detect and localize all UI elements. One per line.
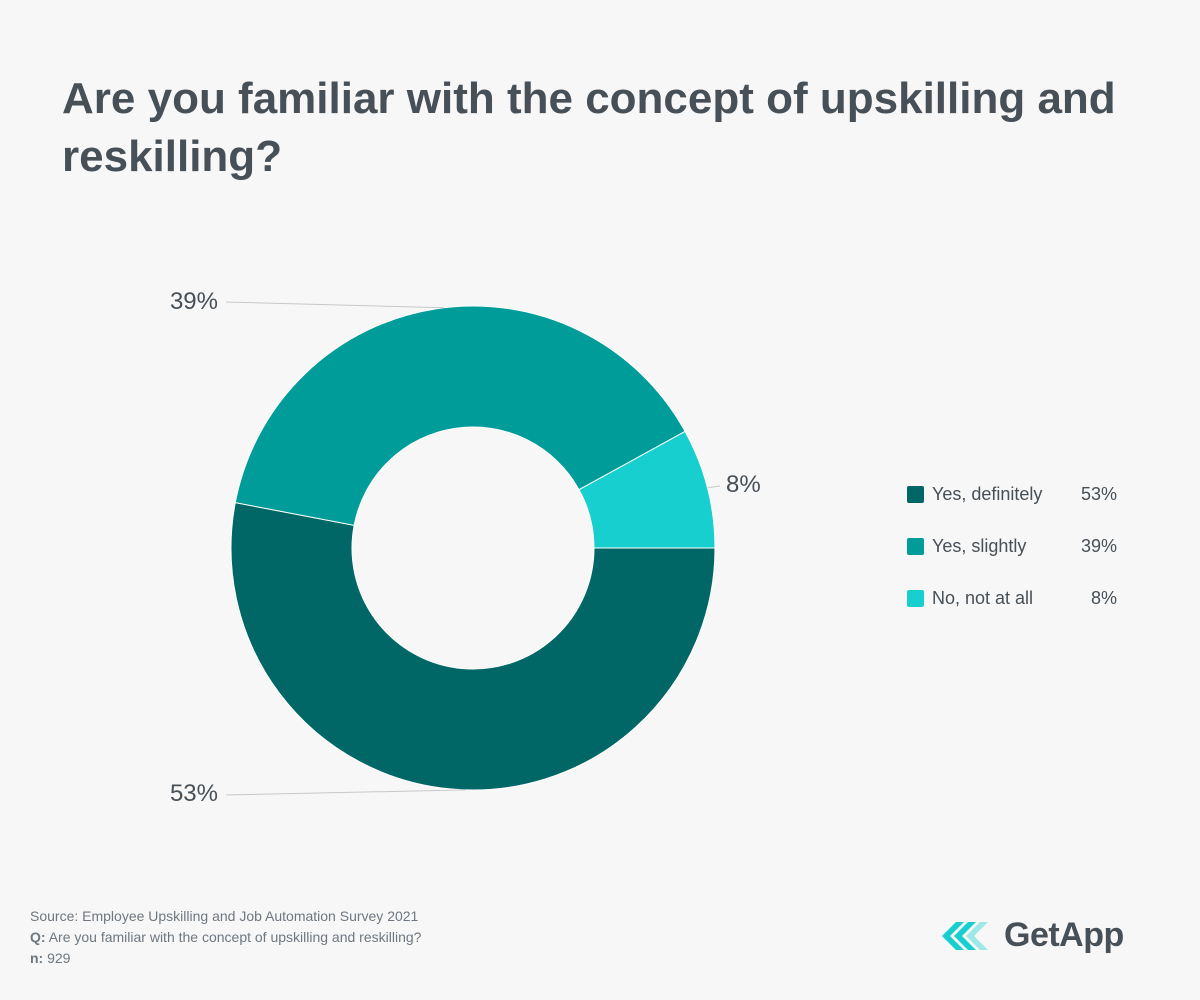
legend-value: 39%	[1080, 535, 1117, 556]
getapp-chevrons-icon	[942, 921, 988, 950]
getapp-logo-text: GetApp	[1004, 916, 1124, 954]
legend-item-yes-slightly: Yes, slightly 39%	[907, 532, 1117, 560]
source-line: Source: Employee Upskilling and Job Auto…	[30, 906, 421, 927]
question-text: Are you familiar with the concept of ups…	[48, 929, 422, 945]
getapp-logo: GetApp	[942, 916, 1124, 955]
legend-value: 53%	[1080, 483, 1117, 504]
leader-line	[225, 789, 466, 796]
sample-size-label: n:	[30, 950, 44, 966]
source-text: Employee Upskilling and Job Automation S…	[82, 908, 419, 924]
donut-chart: 53% 39% 8%	[170, 288, 761, 807]
leader-line	[225, 301, 445, 309]
legend-swatch	[907, 485, 924, 503]
donut-slice-yes-slightly	[234, 305, 686, 526]
legend-label: Yes, definitely	[932, 483, 1043, 504]
source-label: Source:	[30, 908, 79, 924]
legend-swatch	[907, 537, 924, 555]
leader-line	[707, 485, 721, 489]
legend-label: No, not at all	[932, 587, 1034, 608]
chart-title: Are you familiar with the concept of ups…	[62, 74, 1116, 181]
legend-label: Yes, slightly	[932, 535, 1027, 556]
data-label: 53%	[170, 780, 218, 807]
legend-item-no-not-at-all: No, not at all 8%	[907, 584, 1117, 612]
sample-size-text: 929	[47, 950, 71, 966]
legend: Yes, definitely 53% Yes, slightly 39% No…	[907, 480, 1117, 636]
donut-slice-no-not-at-all	[578, 430, 716, 549]
sample-size-line: n: 929	[30, 948, 421, 969]
question-label: Q:	[30, 929, 46, 945]
legend-swatch	[907, 589, 924, 607]
data-label: 39%	[170, 288, 218, 315]
footer-notes: Source: Employee Upskilling and Job Auto…	[30, 906, 421, 969]
donut-slice-yes-definitely	[230, 502, 716, 791]
data-label: 8%	[726, 471, 761, 498]
question-line: Q: Are you familiar with the concept of …	[30, 927, 421, 948]
legend-value: 8%	[1090, 587, 1117, 608]
legend-item-yes-definitely: Yes, definitely 53%	[907, 480, 1117, 508]
